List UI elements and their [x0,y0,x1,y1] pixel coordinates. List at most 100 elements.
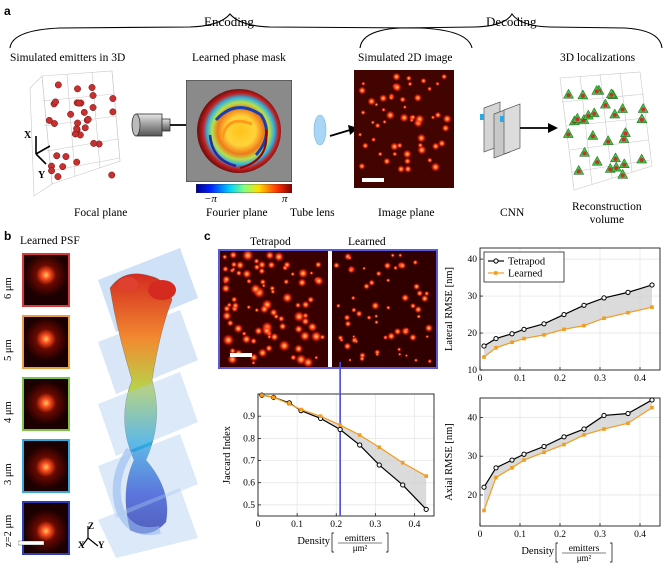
series-line-tetrapod [261,394,427,510]
emitter-dot [84,115,92,123]
image-spot [278,339,291,352]
tetrapod-point [581,426,587,432]
image-spot [399,96,406,103]
image-spot [293,310,305,323]
image-spot [359,355,365,362]
tetrapod-point [649,397,655,403]
emitter-dot [89,92,97,99]
image-spot [358,162,366,170]
image-spot [409,114,416,121]
x-tick-label: 0.2 [330,520,342,530]
image-spot [250,337,257,345]
x-tick-label: 0.1 [514,374,526,383]
axes-frame [479,247,661,371]
image-spot [258,267,266,275]
psf-image-0 [22,253,70,307]
panel-b-label: b [4,229,12,243]
image-spot [374,102,379,107]
learned-point [424,474,428,478]
tetrapod-point [521,326,527,332]
image-spot [390,253,395,258]
image-spot [270,289,276,295]
localization-dot [582,151,587,156]
image-spot [396,347,402,352]
learned-point [377,445,382,450]
decoding-brace [359,12,663,49]
image-spot [253,258,260,265]
image-spot [297,268,309,279]
image-spot [413,358,419,363]
localizations-3d-plot [559,71,653,191]
image-spot [352,334,356,339]
series-line-learned [483,306,653,358]
encoding-decoding-braces [9,12,663,49]
emitters-3d-plot [29,70,121,197]
tetrapod-point [423,506,429,512]
image-spot [362,266,366,271]
tetrapod-point [649,282,655,288]
phase-colorbar [196,184,292,193]
image-spot [402,104,407,110]
tetrapod-point [561,434,567,440]
image-spot [278,322,287,331]
learned-point [582,433,586,437]
x-tick-label: 0.4 [634,374,646,383]
image-spot [229,251,238,259]
cnn-graphic [480,101,558,159]
encoding-brace [9,13,473,49]
image-spot [430,115,436,120]
x-tick-label: 0.1 [291,520,303,530]
image-spot [385,110,395,120]
tetrapod-point [493,335,499,342]
localization-dot [603,103,608,108]
image-spot [374,314,379,319]
loc-title: 3D localizations [560,52,636,64]
scale-bar [362,178,384,182]
tetrapod-point [509,457,515,463]
psf-title: Learned PSF [20,235,80,247]
psf-scale-bar [18,540,45,546]
image-spot [295,353,307,366]
comparison-images [220,249,436,368]
image-spot [366,315,372,321]
localization-dot [592,111,597,116]
image-spot [251,360,256,365]
learned-point [626,310,630,315]
image-spot [368,279,376,287]
tetrapod-point [625,289,631,295]
image-spot [294,344,304,354]
localization-dot [641,107,646,112]
x-unit-denominator: μm² [577,553,592,563]
tetrapod-point [541,321,547,327]
image-spot [385,278,391,283]
image-spot [390,142,399,151]
learned-point [626,421,630,426]
legend-label: Tetrapod [508,257,546,268]
image-spot [375,270,382,277]
series-line-tetrapod [483,284,653,347]
legend-box [483,251,565,283]
image-spot [379,94,388,103]
image-spot [383,261,392,270]
x-tick-label: 0.4 [409,520,421,530]
image-spot [333,261,340,269]
emitter-dot [89,104,97,111]
localization-dot [623,131,628,136]
tetrapod-point [481,343,487,349]
localization-dot [620,173,625,178]
tetrapod-point [581,302,587,308]
emitter-axis-x: X [24,130,32,141]
image-spot [361,81,366,86]
series-line-learned [261,394,427,477]
image-spot [343,342,352,351]
psf-image-1 [22,315,70,369]
image-spot [294,324,304,334]
image-spot [221,283,231,293]
image-spot [259,278,267,286]
emitter-dot [109,95,117,102]
comparison-scale-bar [230,353,252,357]
encoding-title: Encoding [204,14,254,29]
localization-dot [594,89,599,94]
localization-dot [566,93,571,98]
tetrapod-point [561,311,567,318]
